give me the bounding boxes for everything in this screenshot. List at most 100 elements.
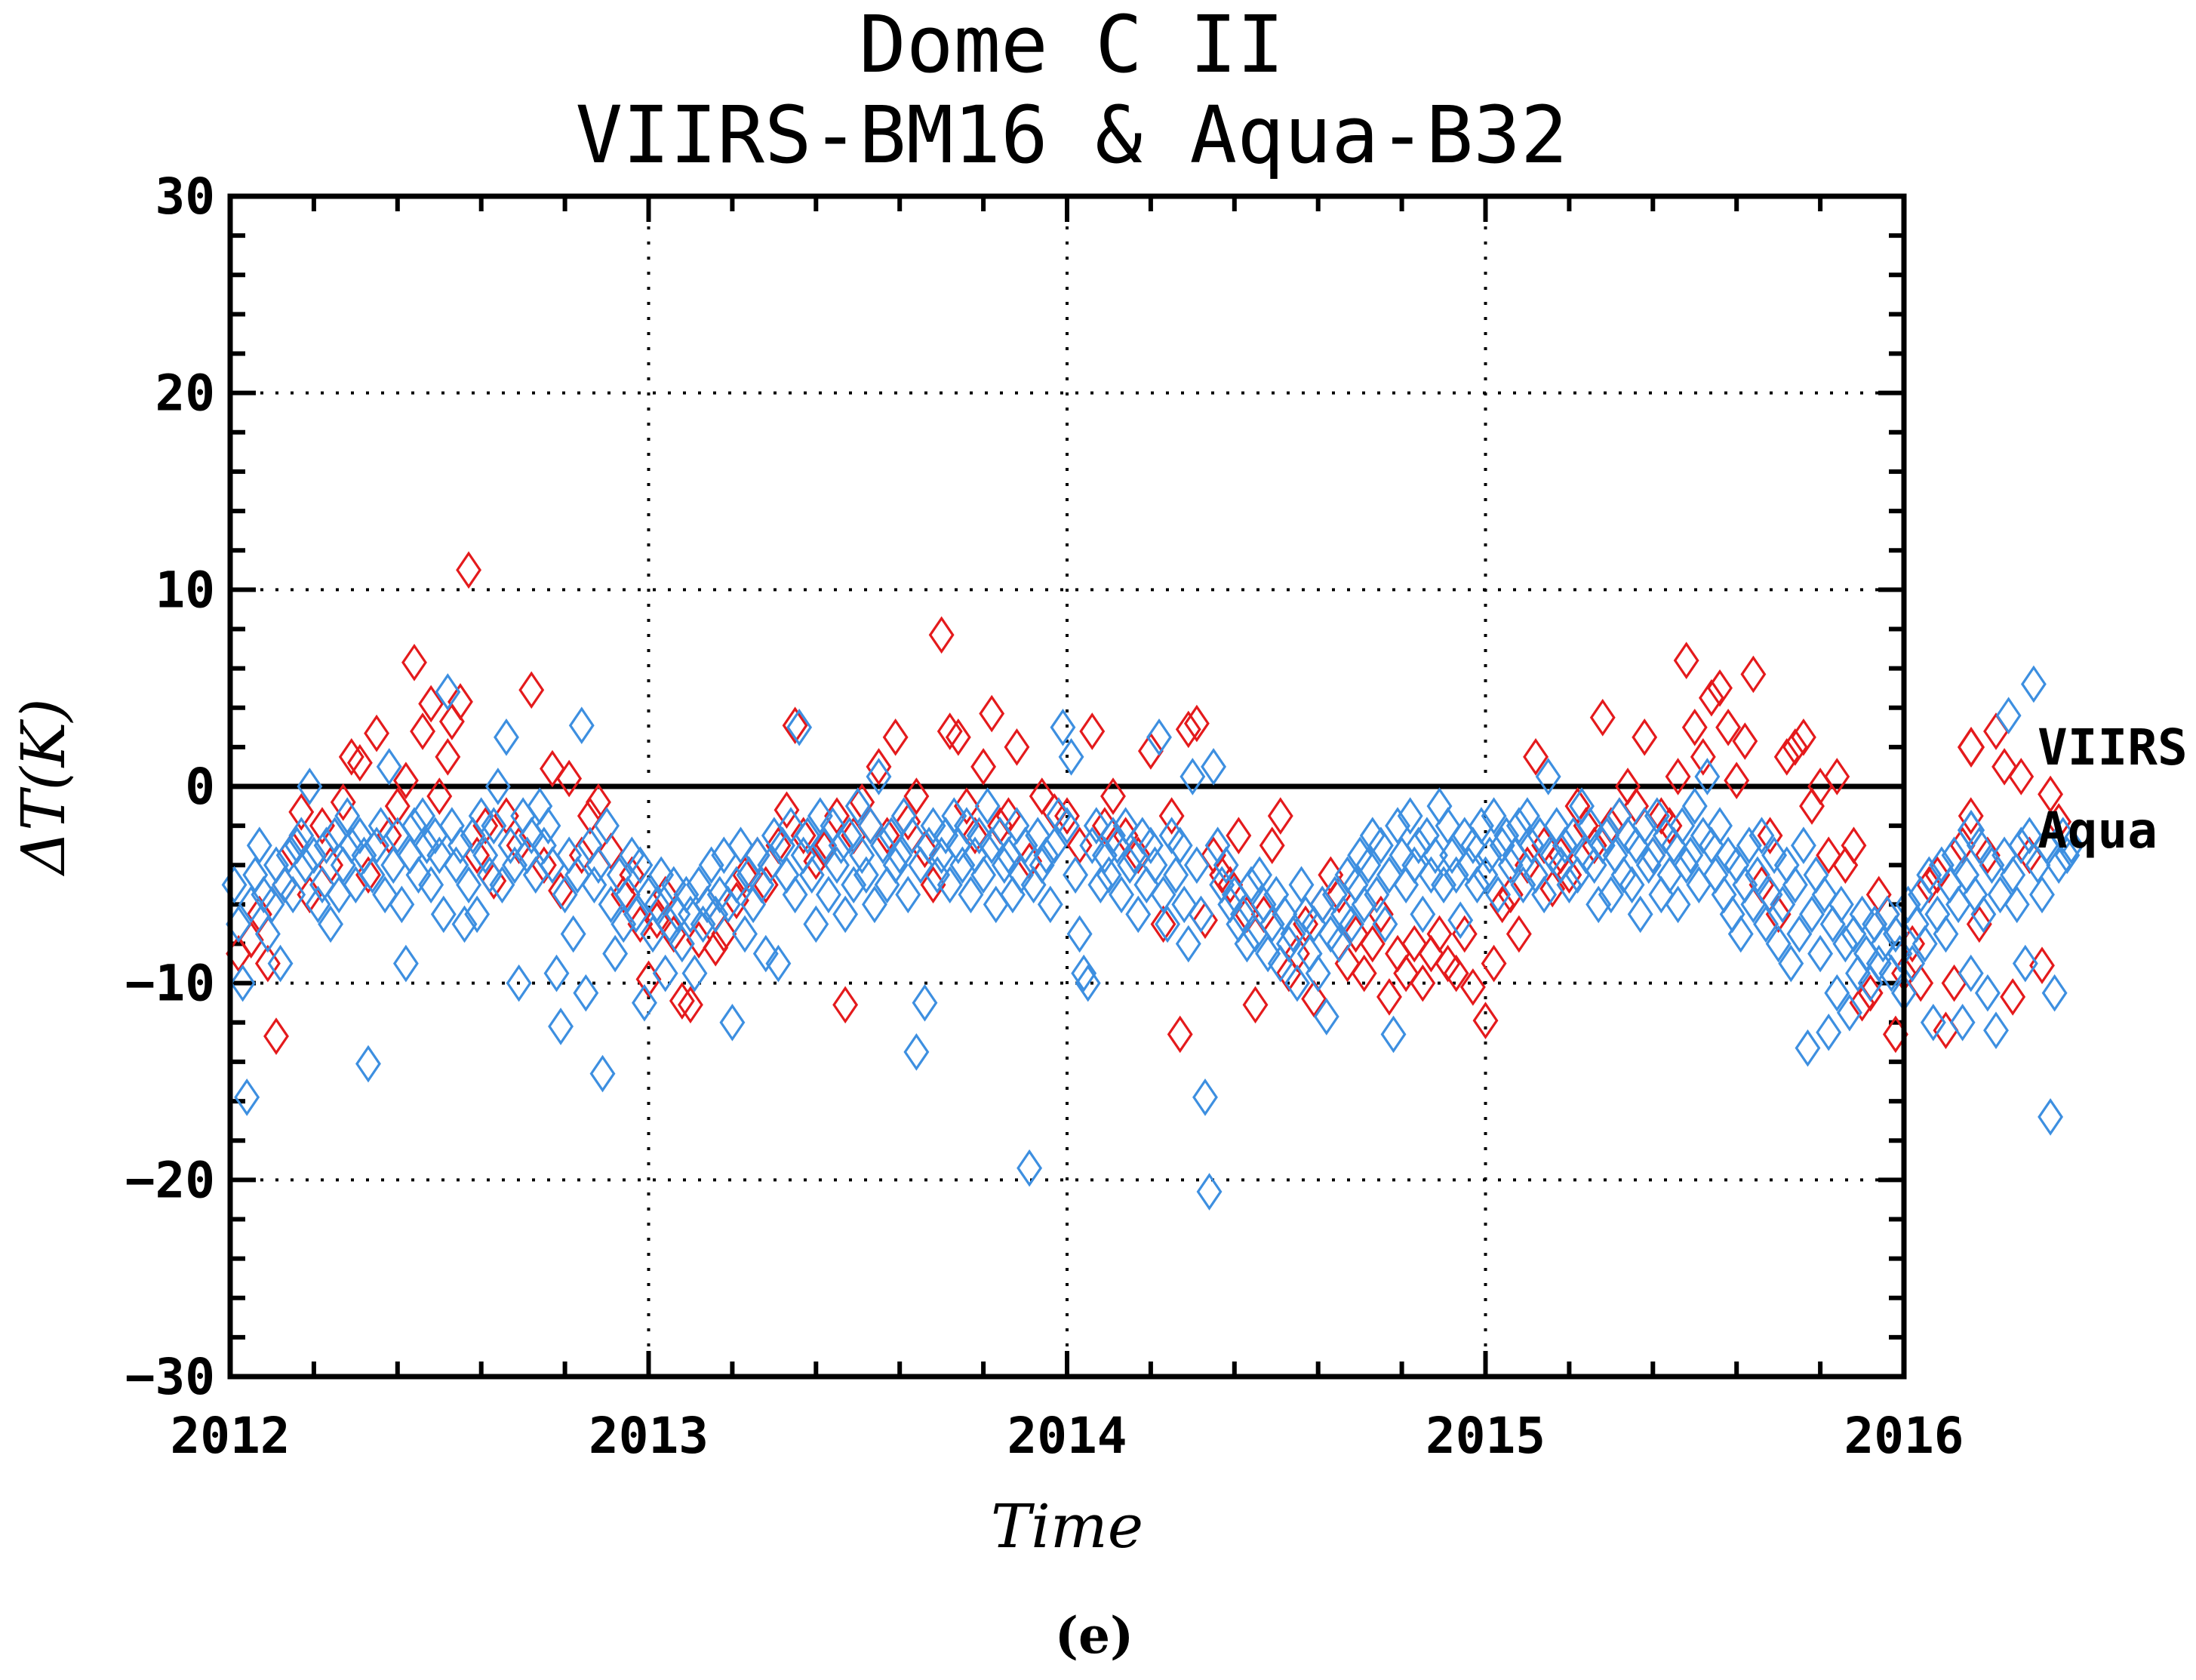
aqua-point <box>288 817 315 855</box>
viirs-point <box>1824 758 1850 795</box>
viirs-point <box>1782 728 1808 766</box>
aqua-point <box>309 866 335 904</box>
aqua-point <box>1255 934 1281 973</box>
viirs-point <box>1790 718 1816 756</box>
viirs-point <box>774 791 800 829</box>
aqua-point <box>1117 846 1143 885</box>
aqua-point <box>912 983 938 1022</box>
aqua-point <box>870 826 896 865</box>
viirs-point <box>1359 925 1386 963</box>
viirs-point <box>494 797 519 835</box>
aqua-point <box>1238 866 1264 904</box>
aqua-point <box>1041 826 1068 865</box>
aqua-point <box>1447 901 1474 940</box>
aqua-point <box>1778 944 1804 983</box>
aqua-point <box>1589 826 1616 865</box>
aqua-point <box>586 846 611 885</box>
aqua-point <box>1987 875 2013 914</box>
aqua-point <box>1163 856 1189 894</box>
aqua-point <box>1037 885 1063 924</box>
aqua-point <box>1464 866 1490 904</box>
aqua-point <box>1313 998 1339 1035</box>
aqua-point <box>1439 836 1466 875</box>
aqua-point <box>472 836 499 875</box>
aqua-point <box>1372 905 1398 943</box>
viirs-point <box>1175 710 1201 749</box>
aqua-point <box>757 846 783 885</box>
aqua-point <box>1694 758 1721 795</box>
aqua-point <box>2046 846 2072 885</box>
viirs-point <box>1242 986 1269 1024</box>
viirs-point <box>928 616 955 654</box>
viirs-point <box>1226 817 1252 855</box>
viirs-point <box>1665 758 1691 795</box>
aqua-point <box>476 856 503 894</box>
legend: VIIRS Aqua <box>1957 718 2188 860</box>
viirs-point <box>2046 803 2072 841</box>
aqua-point <box>1137 826 1164 865</box>
aqua-point <box>1284 964 1310 1002</box>
viirs-point <box>1656 807 1683 845</box>
aqua-point <box>1681 787 1708 825</box>
aqua-point <box>681 954 708 992</box>
viirs-point <box>1481 944 1507 983</box>
aqua-point <box>1234 925 1260 963</box>
aqua-point <box>623 895 649 934</box>
viirs-point <box>1632 718 1658 756</box>
aqua-point <box>1167 826 1193 865</box>
aqua-point <box>589 1054 616 1093</box>
aqua-point <box>305 885 331 924</box>
aqua-point <box>1757 875 1783 914</box>
aqua-point <box>1100 817 1126 855</box>
viirs-point <box>1284 934 1310 973</box>
viirs-point <box>1451 915 1478 953</box>
aqua-point <box>1933 915 1959 953</box>
viirs-point <box>1443 954 1469 992</box>
aqua-point <box>1619 866 1645 904</box>
viirs-point <box>435 738 461 776</box>
viirs-point <box>456 551 482 589</box>
aqua-point <box>338 826 364 865</box>
aqua-point <box>1175 925 1201 963</box>
aqua-point <box>1109 875 1135 914</box>
aqua-point <box>1916 856 1942 894</box>
aqua-point <box>669 925 695 963</box>
viirs-point <box>970 748 997 786</box>
viirs-point <box>1351 954 1377 992</box>
viirs-point <box>920 866 946 904</box>
aqua-point <box>732 915 758 953</box>
viirs-point <box>790 817 817 855</box>
viirs-point <box>1004 728 1030 766</box>
aqua-point <box>1832 925 1859 963</box>
aqua-point <box>1477 836 1502 875</box>
aqua-point <box>1531 875 1558 914</box>
aqua-point <box>849 836 875 875</box>
viirs-point <box>669 982 695 1020</box>
y-tick-label: −20 <box>125 1151 215 1209</box>
aqua-point <box>1983 1011 2009 1050</box>
aqua-point <box>782 875 808 914</box>
x-tick-label: 2012 <box>171 1407 291 1465</box>
aqua-point <box>297 768 323 805</box>
aqua-point <box>2004 885 2030 924</box>
y-tick-label: 10 <box>155 561 215 619</box>
aqua-point <box>389 885 415 924</box>
aqua-point <box>376 748 402 786</box>
viirs-point <box>1137 732 1164 770</box>
aqua-point <box>414 826 440 865</box>
viirs-point <box>401 643 427 682</box>
aqua-point <box>506 964 532 1002</box>
legend-label-viirs: VIIRS <box>2038 718 2188 777</box>
aqua-point <box>1669 807 1696 845</box>
viirs-point <box>1158 797 1185 835</box>
aqua-point <box>1367 826 1394 865</box>
viirs-point <box>518 671 545 709</box>
aqua-point <box>418 866 444 904</box>
viirs-point <box>1673 642 1699 680</box>
aqua-point <box>1422 836 1448 875</box>
aqua-point <box>543 954 570 992</box>
viirs-point <box>962 817 988 855</box>
aqua-point <box>1870 925 1896 963</box>
aqua-point <box>1247 856 1273 894</box>
viirs-point <box>1489 885 1515 924</box>
